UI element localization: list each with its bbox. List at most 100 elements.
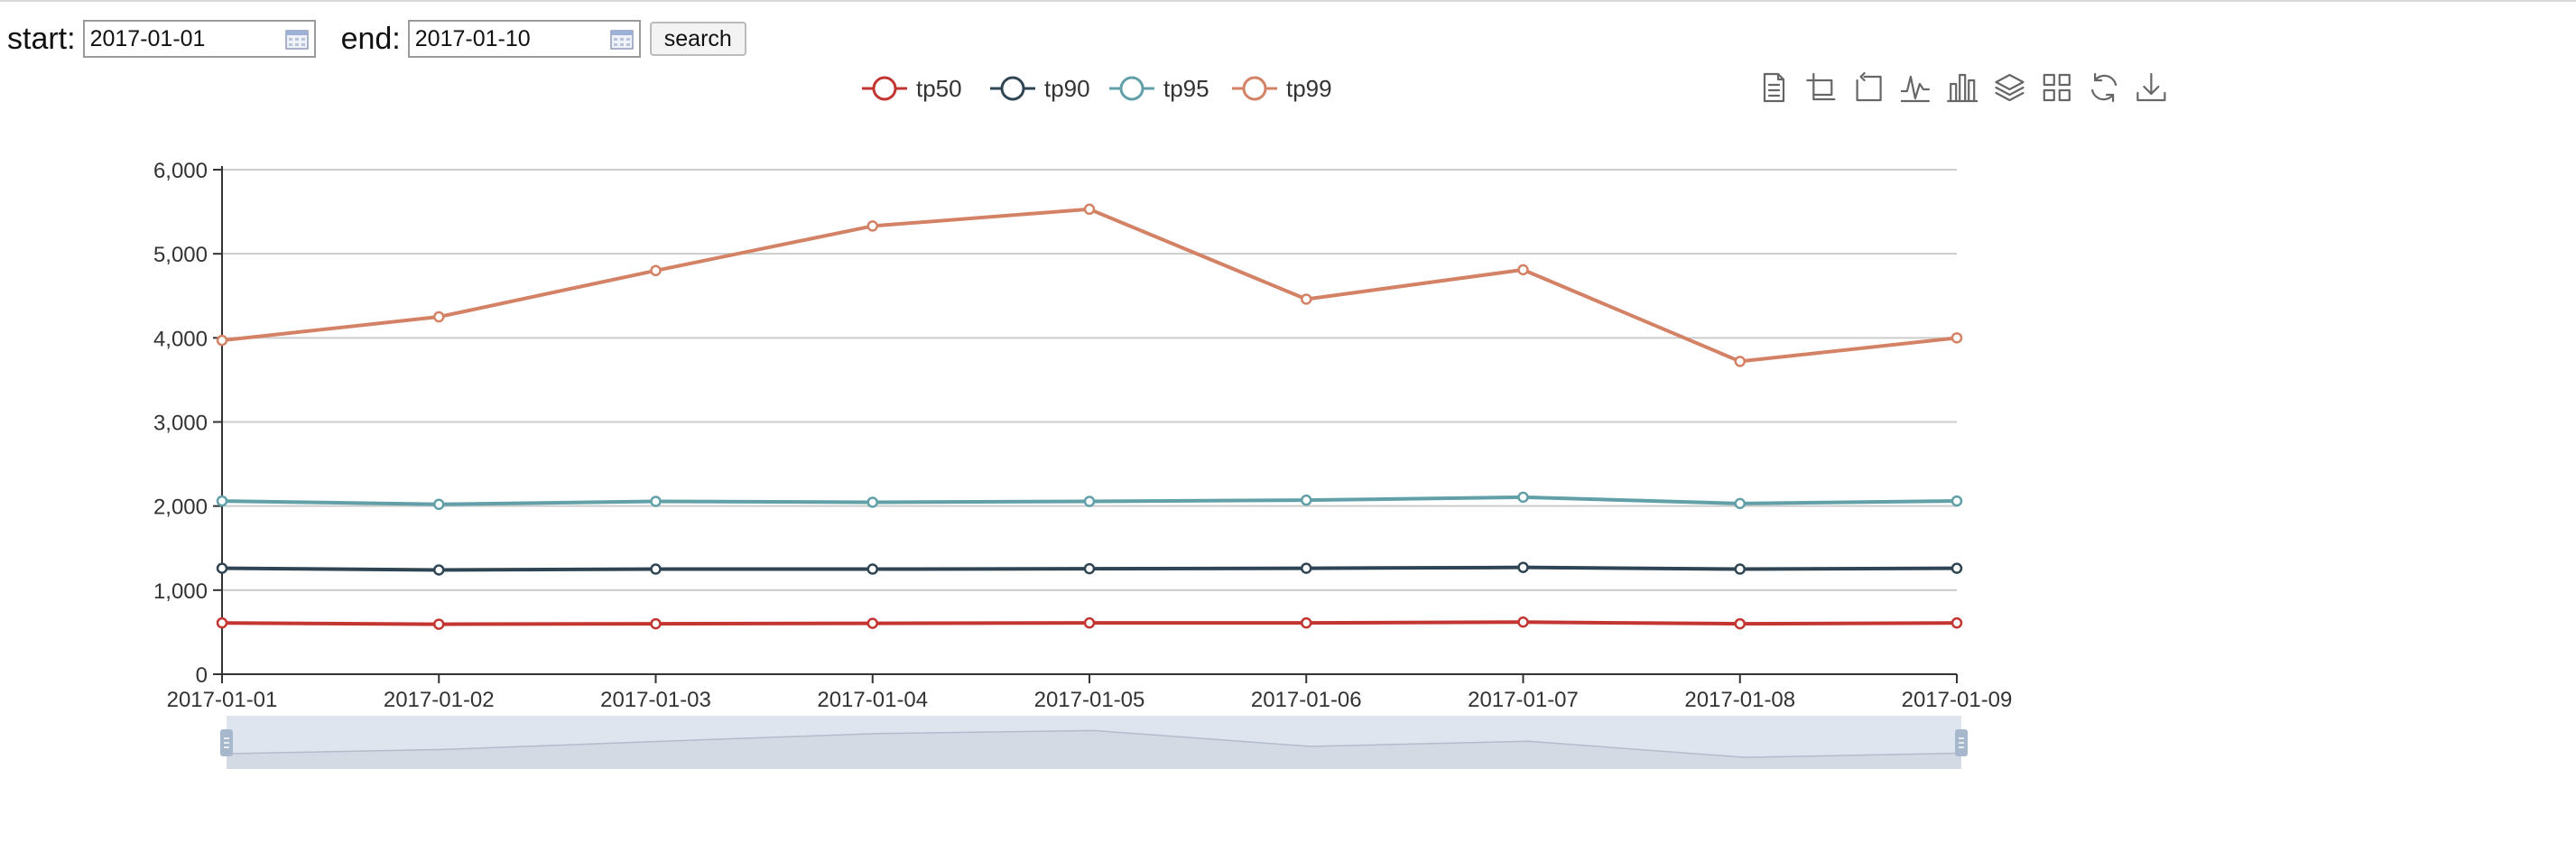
data-point[interactable] [866, 617, 878, 629]
zoom-reset-icon[interactable] [1852, 71, 1885, 104]
restore-icon[interactable] [2088, 71, 2120, 104]
data-point[interactable] [1517, 264, 1529, 276]
data-point[interactable] [433, 310, 445, 323]
save-image-icon[interactable] [2135, 71, 2167, 104]
legend-label: tp99 [1286, 75, 1332, 102]
data-point[interactable] [1083, 496, 1096, 507]
start-date-input[interactable] [84, 23, 271, 55]
grid-lines [222, 169, 1957, 591]
data-point[interactable] [866, 563, 878, 575]
data-point[interactable] [1083, 203, 1096, 216]
datazoom-left-handle[interactable] [220, 729, 233, 756]
data-point[interactable] [1301, 293, 1312, 305]
tiled-icon-hitbox[interactable] [2041, 71, 2073, 104]
data-point[interactable] [1951, 495, 1963, 507]
y-tick-label: 0 [196, 663, 208, 688]
data-point[interactable] [1301, 616, 1312, 629]
data-point[interactable] [1517, 561, 1529, 573]
data-point[interactable] [1517, 616, 1529, 628]
y-tick-label: 1,000 [153, 579, 208, 604]
y-tick-label: 2,000 [153, 496, 208, 520]
start-date-field[interactable] [82, 20, 316, 58]
data-point[interactable] [216, 495, 228, 507]
data-point[interactable] [650, 617, 662, 630]
x-tick-label: 2017-01-03 [600, 688, 711, 712]
y-tick-label: 3,000 [153, 412, 208, 436]
legend-item-tp95[interactable]: tp95 [1109, 75, 1209, 102]
data-point[interactable] [1301, 494, 1312, 506]
end-date-field[interactable] [407, 20, 641, 58]
calendar-icon[interactable] [610, 28, 634, 50]
data-point[interactable] [1951, 332, 1963, 344]
calendar-icon[interactable] [284, 28, 309, 50]
data-point[interactable] [216, 616, 228, 629]
legend[interactable]: tp50 tp90 tp95 tp99 [862, 75, 1332, 102]
data-point[interactable] [866, 220, 878, 232]
series-tp99 [216, 203, 1963, 367]
datazoom-right-handle[interactable] [1955, 729, 1968, 756]
top-divider [0, 0, 2576, 2]
data-point[interactable] [1951, 562, 1963, 574]
data-point[interactable] [1083, 562, 1096, 575]
legend-label: tp50 [916, 75, 962, 102]
zoom-icon[interactable] [1804, 71, 1837, 104]
data-point[interactable] [650, 264, 662, 277]
x-tick-label: 2017-01-06 [1251, 688, 1362, 712]
y-tick-label: 5,000 [153, 243, 208, 267]
data-point[interactable] [216, 562, 228, 574]
chart-toolbar[interactable] [1757, 71, 2167, 104]
datazoom-slider[interactable] [220, 716, 1968, 769]
data-point[interactable] [1951, 616, 1963, 629]
legend-label: tp95 [1163, 75, 1209, 102]
stack-icon[interactable] [1994, 71, 2026, 104]
bar-chart-icon[interactable] [1946, 71, 1978, 104]
x-tick-label: 2017-01-05 [1034, 688, 1145, 712]
data-point[interactable] [1734, 563, 1746, 575]
x-tick-label: 2017-01-08 [1684, 688, 1795, 712]
tiled-icon[interactable] [2041, 71, 2073, 104]
search-button[interactable]: search [649, 22, 746, 56]
series-tp90 [216, 561, 1963, 576]
data-point[interactable] [650, 563, 662, 575]
x-tick-label: 2017-01-02 [384, 688, 495, 712]
data-point[interactable] [433, 564, 445, 576]
x-tick-label: 2017-01-01 [167, 688, 278, 712]
data-point[interactable] [433, 498, 445, 511]
data-view-icon-hitbox[interactable] [1757, 71, 1790, 104]
start-label: start: [7, 21, 76, 56]
datazoom-preview-area [227, 730, 1961, 769]
line-chart-icon[interactable] [1899, 71, 1932, 104]
series-lines [216, 203, 1963, 630]
x-tick-label: 2017-01-09 [1902, 688, 2013, 712]
data-point[interactable] [433, 618, 445, 630]
legend-marker [1000, 76, 1025, 101]
data-point[interactable] [216, 334, 228, 347]
legend-item-tp99[interactable]: tp99 [1232, 75, 1332, 102]
data-point[interactable] [1301, 562, 1312, 574]
data-point[interactable] [650, 496, 662, 507]
datazoom-preview-line [226, 729, 1962, 758]
data-view-icon[interactable] [1757, 71, 1790, 104]
data-point[interactable] [866, 496, 878, 508]
legend-marker [1242, 76, 1267, 101]
legend-item-tp50[interactable]: tp50 [862, 75, 962, 102]
end-label: end: [340, 21, 401, 56]
stack-icon-hitbox[interactable] [1994, 71, 2026, 104]
legend-item-tp90[interactable]: tp90 [990, 75, 1090, 102]
y-tick-label: 6,000 [153, 159, 208, 183]
end-date-input[interactable] [409, 23, 596, 55]
data-point[interactable] [1083, 616, 1096, 629]
handle-lines [224, 737, 229, 748]
axes: 0 1,000 2,000 3,000 4,000 5,000 6,000 2017-01-0… [153, 159, 2012, 712]
x-tick-label: 2017-01-04 [817, 688, 928, 712]
series-tp50 [216, 616, 1963, 630]
handle-lines [1959, 737, 1964, 748]
x-tick-label: 2017-01-07 [1468, 688, 1579, 712]
data-point[interactable] [1734, 356, 1746, 367]
data-point[interactable] [1734, 497, 1746, 510]
series-tp95 [216, 491, 1963, 511]
date-controls: start: end: search [7, 16, 746, 61]
data-point[interactable] [1734, 617, 1746, 630]
data-point[interactable] [1517, 491, 1529, 504]
